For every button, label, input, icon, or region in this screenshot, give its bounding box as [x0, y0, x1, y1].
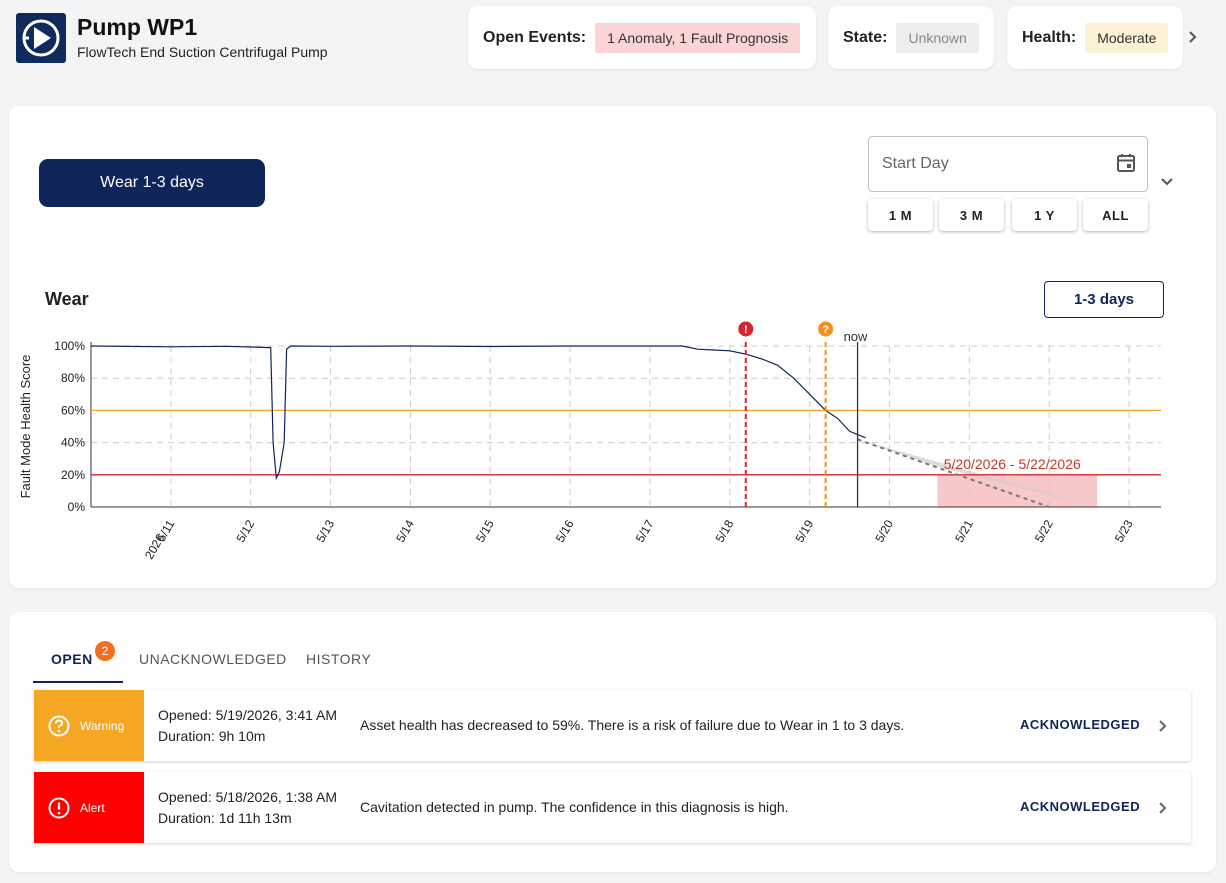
event-severity-label: Alert	[80, 800, 105, 815]
start-day-field[interactable]	[868, 136, 1148, 192]
health-series-line	[90, 345, 866, 481]
event-description: Asset health has decreased to 59%. There…	[360, 717, 905, 733]
open-events-badge: 1 Anomaly, 1 Fault Prognosis	[595, 22, 801, 53]
x-tick-label: 5/19	[792, 517, 816, 545]
event-opened-time: Opened: 5/18/2026, 1:38 AM	[158, 789, 338, 805]
event-row-warning[interactable]: Warning Opened: 5/19/2026, 3:41 AM Durat…	[34, 690, 1191, 761]
x-tick-label: 5/23	[1112, 517, 1136, 545]
range-1y-button[interactable]: 1 Y	[1012, 199, 1077, 231]
y-tick-label: 100%	[54, 339, 85, 353]
health-badge: Moderate	[1085, 22, 1169, 53]
event-status: ACKNOWLEDGED	[1020, 717, 1141, 732]
x-tick-label: 5/13	[313, 517, 337, 545]
x-tick-label: 5/21	[952, 517, 976, 545]
event-description: Cavitation detected in pump. The confide…	[360, 799, 789, 815]
range-1m-button[interactable]: 1 M	[868, 199, 933, 231]
y-tick-label: 0%	[68, 500, 86, 514]
chevron-right-icon[interactable]	[1186, 27, 1200, 47]
x-tick-label: 5/18	[713, 517, 737, 545]
state-label: State:	[843, 28, 888, 46]
x-tick-label: 5/20	[872, 517, 896, 545]
x-tick-label: 5/12	[233, 517, 257, 545]
chevron-right-icon[interactable]	[1157, 718, 1169, 734]
question-circle-icon	[48, 715, 70, 736]
health-card[interactable]: Health: Moderate	[1007, 6, 1183, 69]
pump-logo	[16, 13, 66, 63]
forecast-cone	[857, 439, 1098, 507]
y-axis-label: Fault Mode Health Score	[18, 355, 33, 499]
x-tick-label: 5/14	[393, 517, 417, 545]
open-events-label: Open Events:	[483, 28, 587, 46]
open-count-badge: 2	[95, 641, 115, 661]
event-severity-warning: Warning	[34, 690, 144, 761]
chevron-down-icon[interactable]	[1159, 176, 1175, 188]
range-all-button[interactable]: ALL	[1083, 199, 1148, 231]
alert-marker-glyph: !	[744, 324, 748, 336]
forecast-band-label: 5/20/2026 - 5/22/2026	[944, 456, 1081, 472]
warning-marker-icon	[818, 321, 834, 337]
forecast-band	[937, 474, 1098, 507]
active-tab-indicator	[33, 681, 123, 683]
event-duration: Duration: 1d 11h 13m	[158, 810, 292, 826]
pump-play-icon	[22, 19, 60, 57]
page-title: Pump WP1	[77, 14, 198, 40]
open-events-card[interactable]: Open Events: 1 Anomaly, 1 Fault Prognosi…	[468, 6, 816, 69]
range-3m-button[interactable]: 3 M	[939, 199, 1004, 231]
tab-history[interactable]: HISTORY	[306, 651, 372, 667]
tab-unacknowledged[interactable]: UNACKNOWLEDGED	[139, 651, 287, 667]
y-tick-label: 60%	[61, 403, 85, 417]
fault-mode-selector-button[interactable]: Wear 1-3 days	[39, 159, 265, 207]
start-day-input[interactable]	[882, 155, 1102, 173]
event-duration: Duration: 9h 10m	[158, 728, 266, 744]
chart-title: Wear	[45, 289, 89, 309]
event-row-alert[interactable]: Alert Opened: 5/18/2026, 1:38 AM Duratio…	[34, 772, 1191, 843]
state-card[interactable]: State: Unknown	[828, 6, 994, 69]
event-opened-time: Opened: 5/19/2026, 3:41 AM	[158, 707, 338, 723]
tab-open[interactable]: OPEN	[51, 651, 93, 667]
asset-subtitle: FlowTech End Suction Centrifugal Pump	[77, 44, 328, 60]
event-status: ACKNOWLEDGED	[1020, 799, 1141, 814]
x-tick-label: 5/15	[473, 517, 497, 545]
now-label: now	[844, 329, 868, 344]
exclamation-circle-icon	[48, 797, 70, 818]
prognosis-window-button[interactable]: 1-3 days	[1044, 281, 1164, 318]
calendar-icon[interactable]	[1116, 153, 1136, 173]
x-tick-label: 5/16	[553, 517, 577, 545]
forecast-line	[857, 438, 1050, 508]
chevron-right-icon[interactable]	[1157, 800, 1169, 816]
x-tick-label: 5/22	[1032, 517, 1056, 545]
event-severity-alert: Alert	[34, 772, 144, 843]
event-severity-label: Warning	[80, 718, 125, 733]
y-tick-label: 40%	[61, 436, 85, 450]
y-tick-label: 80%	[61, 371, 85, 385]
health-label: Health:	[1022, 28, 1077, 46]
warning-marker-glyph: ?	[822, 324, 829, 336]
state-badge: Unknown	[896, 22, 979, 53]
x-tick-label: 5/17	[633, 517, 657, 545]
y-tick-label: 20%	[61, 468, 85, 482]
alert-marker-icon	[738, 321, 754, 337]
